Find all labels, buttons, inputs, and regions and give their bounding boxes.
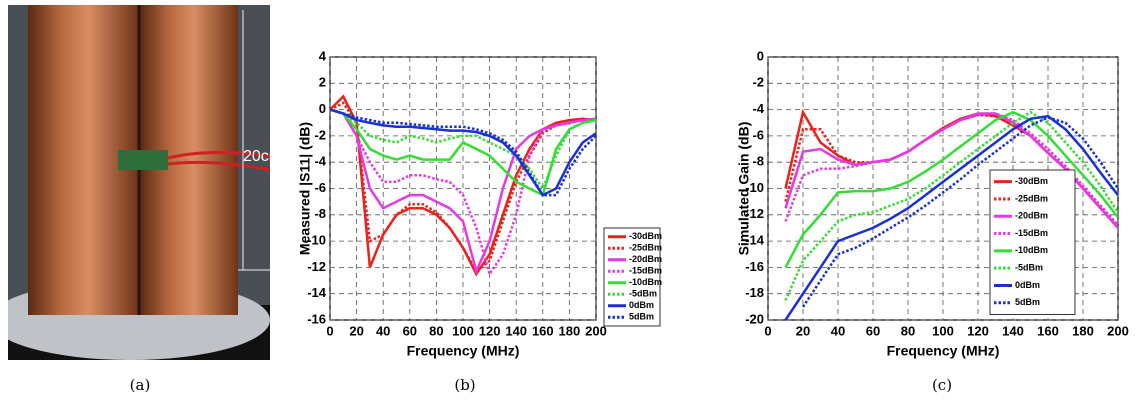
legend-label: 0dBm (1015, 280, 1040, 290)
x-tick-label: 200 (1107, 323, 1129, 338)
series-line (784, 110, 1120, 301)
legend-box (603, 227, 661, 327)
legend-label: -5dBm (1015, 263, 1043, 273)
caption: (b) (454, 376, 475, 394)
x-tick-label: 180 (1072, 323, 1094, 338)
y-tick-label: -16 (307, 311, 326, 326)
series-line (784, 112, 1119, 227)
x-tick-label: 0 (764, 323, 771, 338)
y-tick-label: -6 (314, 180, 326, 195)
x-tick-label: 40 (376, 323, 390, 338)
y-tick-label: -14 (307, 285, 327, 300)
y-tick-label: 0 (319, 101, 326, 116)
y-tick-label: -2 (314, 127, 326, 142)
legend-label: -15dBm (1015, 228, 1048, 238)
caption: (c) (932, 376, 952, 394)
y-tick-label: -4 (314, 154, 326, 169)
series-line (801, 116, 1120, 308)
series-line (329, 94, 597, 277)
y-tick-label: -14 (745, 233, 765, 248)
y-axis-label: Simulated Gain (dB) (736, 122, 752, 256)
legend-label: -30dBm (1015, 176, 1048, 186)
x-axis-label: Frequency (MHz) (887, 343, 1000, 359)
photo-label: 20cm (243, 148, 282, 165)
x-tick-label: 60 (403, 323, 417, 338)
y-tick-label: -16 (745, 259, 764, 274)
legend-label: 5dBm (629, 312, 654, 322)
legend-label: 0dBm (629, 300, 654, 310)
series-line (329, 108, 597, 197)
x-tick-label: 20 (349, 323, 363, 338)
x-tick-label: 140 (505, 323, 527, 338)
series-line (329, 108, 596, 277)
y-tick-label: 0 (757, 48, 764, 63)
y-axis-label: Measured |S11| (dB) (297, 122, 313, 255)
legend-label: -20dBm (1015, 211, 1048, 221)
x-tick-label: 0 (326, 323, 333, 338)
x-tick-label: 60 (866, 323, 880, 338)
photo: 20cm (8, 5, 282, 360)
x-tick-label: 100 (452, 323, 474, 338)
y-tick-label: -4 (752, 101, 764, 116)
x-tick-label: 120 (479, 323, 501, 338)
series-line (329, 101, 596, 274)
legend-label: -5dBm (629, 289, 657, 299)
x-tick-label: 80 (429, 323, 443, 338)
series-line (329, 108, 597, 192)
legend-box (989, 169, 1076, 315)
series-line (784, 114, 1119, 321)
legend-label: -10dBm (629, 277, 662, 287)
y-tick-label: -10 (307, 233, 326, 248)
x-tick-label: 140 (1002, 323, 1024, 338)
legend-label: -15dBm (629, 266, 662, 276)
y-tick-label: -18 (745, 285, 764, 300)
caption: (a) (130, 376, 151, 394)
x-tick-label: 160 (1037, 323, 1059, 338)
y-tick-label: -8 (752, 154, 764, 169)
legend-label: -20dBm (629, 254, 662, 264)
y-tick-label: -6 (752, 127, 764, 142)
x-tick-label: 180 (559, 323, 581, 338)
y-tick-label: 2 (319, 75, 326, 90)
y-tick-label: -8 (314, 206, 326, 221)
legend-label: -30dBm (629, 231, 662, 241)
legend-label: -10dBm (1015, 245, 1048, 255)
legend-label: -25dBm (1015, 193, 1048, 203)
legend-label: -25dBm (629, 243, 662, 253)
y-tick-label: -20 (745, 311, 764, 326)
y-tick-label: 4 (319, 48, 327, 63)
legend-label: 5dBm (1015, 297, 1040, 307)
x-tick-label: 20 (796, 323, 810, 338)
y-tick-label: -2 (752, 75, 764, 90)
series-line (329, 108, 597, 197)
x-tick-label: 200 (585, 323, 607, 338)
series-line (784, 110, 1119, 268)
x-tick-label: 80 (901, 323, 915, 338)
x-axis-label: Frequency (MHz) (407, 343, 520, 359)
x-tick-label: 120 (967, 323, 989, 338)
x-tick-label: 100 (932, 323, 954, 338)
y-tick-label: -12 (307, 259, 326, 274)
x-tick-label: 40 (831, 323, 845, 338)
x-tick-label: 160 (532, 323, 554, 338)
y-tick-label: -10 (745, 180, 764, 195)
y-tick-label: -12 (745, 206, 764, 221)
